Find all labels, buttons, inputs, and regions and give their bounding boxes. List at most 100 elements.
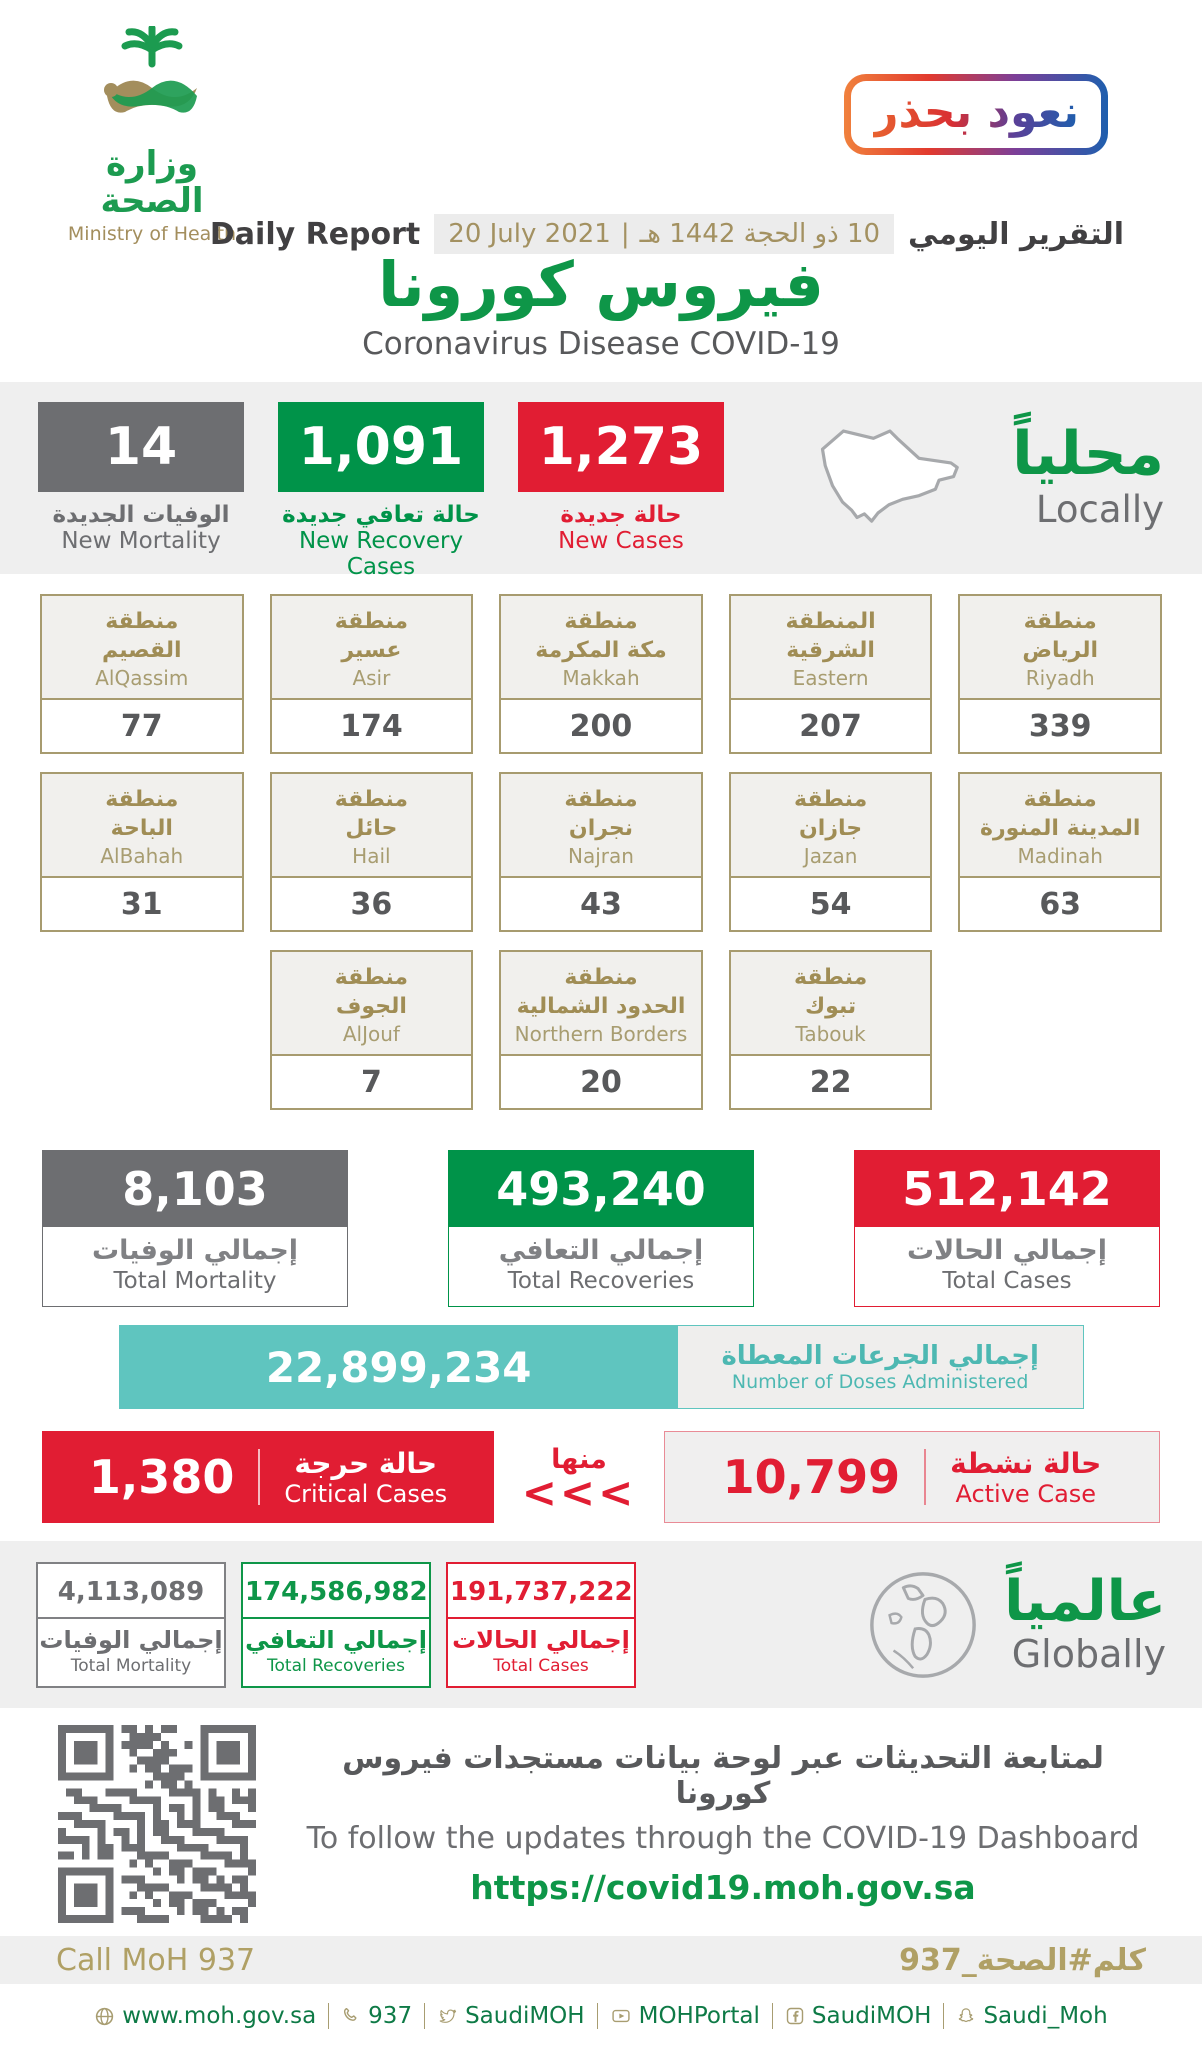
total-recoveries-box: 493,240 إجمالي التعافي Total Recoveries (448, 1150, 754, 1307)
new-cases-value: 1,273 (518, 402, 724, 492)
region-box-tabouk: منطقة تبوك Tabouk 22 (728, 950, 933, 1110)
region-value: 200 (569, 708, 633, 744)
region-box-northern-borders: منطقة الحدود الشمالية Northern Borders 20 (499, 950, 703, 1110)
logo-title-en: Ministry of Health (67, 222, 237, 245)
region-box-albahah: منطقة الباحة AlBahah 31 (40, 772, 244, 932)
of-them-label: منها (551, 1443, 607, 1475)
region-name-en: Eastern (792, 666, 869, 691)
doses-label-en: Number of Doses Administered (731, 1371, 1029, 1393)
footer-link-label: SaudiMOH (465, 2003, 585, 2029)
global-heading-ar: عالمياً (1004, 1569, 1166, 1635)
region-value: 20 (580, 1064, 622, 1100)
region-name-en: Tabouk (795, 1022, 866, 1047)
global-heading-en: Globally (1011, 1631, 1166, 1676)
region-name-ar: منطقة القصيم (102, 608, 182, 663)
saudi-arabia-map-icon (801, 411, 986, 543)
region-name-en: AlJouf (342, 1022, 400, 1047)
footer-link-snapchat[interactable]: Saudi_Moh (944, 2003, 1119, 2029)
total-recoveries-value: 493,240 (449, 1151, 753, 1227)
report-date-hijri: 10 ذو الحجة 1442 هـ (639, 219, 881, 249)
dashboard-section: لمتابعة التحديثات عبر لوحة بيانات مستجدا… (0, 1708, 1202, 1936)
doses-label-ar: إجمالي الجرعات المعطاة (721, 1341, 1039, 1371)
critical-cases-box: 1,380 حالة حرجة Critical Cases (42, 1431, 494, 1523)
region-name-en: AlBahah (100, 844, 184, 869)
footer-links: www.moh.gov.sa 937 SaudiMOH MOHPortal Sa… (0, 1984, 1202, 2044)
footer-link-label: Saudi_Moh (983, 2003, 1108, 2029)
region-box-madinah: منطقة المدينة المنورة Madinah 63 (958, 772, 1162, 932)
new-recoveries-value: 1,091 (278, 402, 484, 492)
region-box-jazan: منطقة جازان Jazan 54 (728, 772, 933, 932)
global-stats-band: 4,113,089 إجمالي الوفيات Total Mortality… (0, 1541, 1202, 1708)
facebook-icon (786, 2007, 804, 2025)
total-recoveries-label-ar: إجمالي التعافي (498, 1235, 704, 1266)
region-name-en: AlQassim (95, 666, 189, 691)
region-name-en: Riyadh (1025, 666, 1095, 691)
doses-administered-bar: 22,899,234 إجمالي الجرعات المعطاة Number… (118, 1325, 1084, 1409)
dashboard-url-link[interactable]: https://covid19.moh.gov.sa (470, 1868, 976, 1907)
moh-logo: وزارة الصحة Ministry of Health (52, 26, 252, 245)
global-mortality-label-ar: إجمالي الوفيات (39, 1625, 223, 1654)
footer-link-label: www.moh.gov.sa (122, 2003, 317, 2029)
region-value: 7 (360, 1064, 382, 1100)
footer-link-call-937[interactable]: 937 (329, 2003, 426, 2029)
global-recoveries-value: 174,586,982 (243, 1564, 429, 1619)
global-mortality-label-en: Total Mortality (70, 1655, 192, 1676)
footer-link-youtube[interactable]: MOHPortal (598, 2003, 773, 2029)
new-mortality-value: 14 (38, 402, 244, 492)
region-name-ar: منطقة الجوف (334, 964, 408, 1019)
new-recoveries-label-en: New Recovery Cases (298, 528, 464, 580)
new-cases-label-en: New Cases (558, 528, 684, 554)
footer-link-label: MOHPortal (638, 2003, 760, 2029)
snapchat-icon (959, 2008, 974, 2023)
global-cases-box: 191,737,222 إجمالي الحالات Total Cases (446, 1561, 636, 1688)
region-name-ar: منطقة حائل (334, 786, 408, 841)
global-cases-value: 191,737,222 (448, 1564, 634, 1619)
global-mortality-value: 4,113,089 (38, 1564, 224, 1619)
critical-cases-label-ar: حالة حرجة (294, 1446, 438, 1480)
region-box-alqassim: منطقة القصيم AlQassim 77 (40, 594, 244, 754)
report-header: وزارة الصحة Ministry of Health نعود بحذر… (0, 0, 1202, 382)
qr-code (58, 1725, 256, 1923)
total-mortality-box: 8,103 إجمالي الوفيات Total Mortality (42, 1150, 348, 1307)
active-cases-label-en: Active Case (955, 1479, 1097, 1508)
region-value: 174 (340, 708, 403, 744)
region-value: 54 (809, 886, 852, 922)
new-cases-stat: 1,273 حالة جديدة New Cases (518, 402, 724, 574)
doses-value: 22,899,234 (119, 1326, 678, 1408)
region-box-hail: منطقة حائل Hail 36 (269, 772, 474, 932)
region-name-en: Northern Borders (514, 1022, 688, 1047)
footer-link-twitter[interactable]: SaudiMOH (425, 2003, 598, 2029)
regions-grid: منطقة القصيم AlQassim 77 منطقة عسير Asir 1… (0, 574, 1202, 1126)
local-heading-ar: محلياً (1012, 419, 1164, 489)
total-mortality-value: 8,103 (43, 1151, 347, 1227)
daily-report-label-en: Daily Report (209, 216, 421, 252)
total-mortality-label-ar: إجمالي الوفيات (91, 1235, 299, 1266)
dashboard-line-ar: لمتابعة التحديثات عبر لوحة بيانات مستجدا… (342, 1741, 1104, 1811)
footer-link-facebook[interactable]: SaudiMOH (773, 2003, 945, 2029)
region-name-en: Jazan (803, 844, 858, 869)
region-name-en: Najran (568, 844, 634, 869)
region-name-ar: منطقة عسير (334, 608, 408, 663)
critical-active-row: 1,380 حالة حرجة Critical Cases منها <<< … (0, 1409, 1202, 1541)
global-recoveries-box: 174,586,982 إجمالي التعافي Total Recover… (241, 1561, 431, 1688)
footer-link-website[interactable]: www.moh.gov.sa (82, 2003, 330, 2029)
of-them-indicator: منها <<< (494, 1443, 664, 1513)
youtube-icon (611, 2009, 630, 2023)
region-name-ar: منطقة الحدود الشمالية (516, 964, 686, 1019)
page-title-en: Coronavirus Disease COVID-19 (362, 326, 840, 362)
globe-icon (870, 1571, 977, 1678)
global-cases-label-en: Total Cases (493, 1655, 589, 1676)
region-box-riyadh: منطقة الرياض Riyadh 339 (958, 594, 1162, 754)
region-name-ar: منطقة تبوك (793, 964, 868, 1019)
total-cases-label-ar: إجمالي الحالات (906, 1235, 1108, 1266)
active-cases-value: 10,799 (722, 1450, 901, 1504)
critical-cases-label-en: Critical Cases (284, 1479, 448, 1508)
new-recoveries-stat: 1,091 حالة تعافي جديدة New Recovery Case… (278, 402, 484, 580)
critical-cases-value: 1,380 (88, 1450, 235, 1504)
total-mortality-label-en: Total Mortality (113, 1268, 277, 1294)
region-value: 43 (580, 886, 622, 922)
new-recoveries-label-ar: حالة تعافي جديدة (282, 502, 480, 528)
region-value: 36 (350, 886, 393, 922)
region-value: 22 (809, 1064, 852, 1100)
global-recoveries-label-ar: إجمالي التعافي (245, 1625, 427, 1654)
